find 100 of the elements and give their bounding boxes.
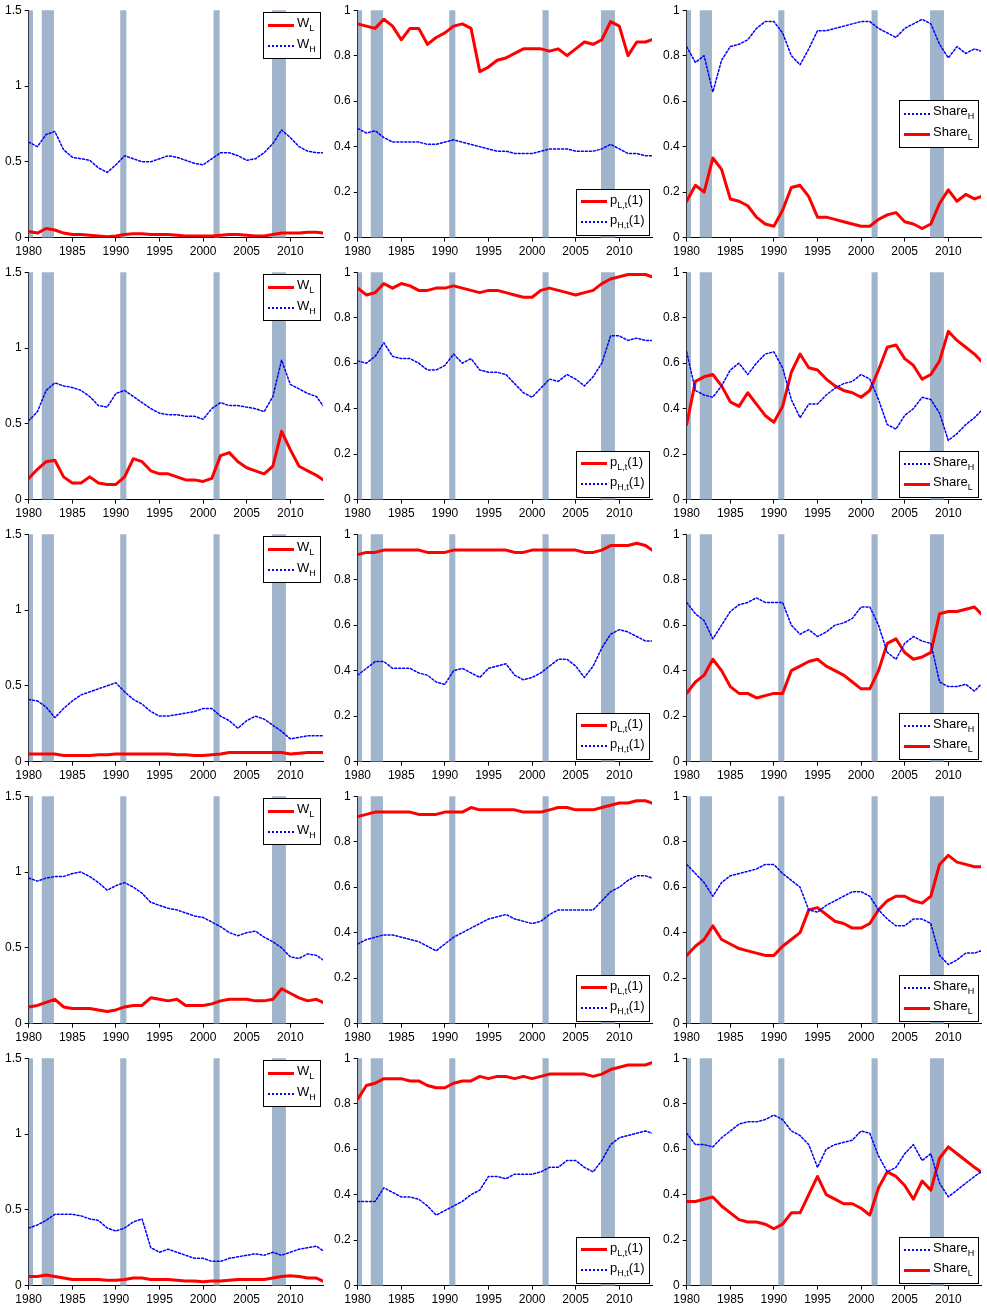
- y-tick-label: 0.2: [662, 184, 680, 199]
- x-tick-label: 2005: [233, 506, 261, 521]
- x-tick-label: 2010: [605, 1292, 633, 1307]
- y-tick-label: 0.8: [662, 833, 680, 848]
- y-tick-label: 0.5: [4, 678, 22, 693]
- legend-label: W$_{H}$: [297, 1083, 316, 1104]
- legend-label: Share$_{H}$: [933, 103, 975, 123]
- x-tick-label: 1985: [716, 506, 744, 521]
- y-tick-label: 0.6: [662, 1141, 680, 1156]
- y-tick-label: 0.8: [333, 571, 351, 586]
- x-tick-label: 2000: [518, 768, 546, 783]
- legend-label: Share$_{L}$: [933, 1260, 973, 1280]
- x-tick-label: 1990: [760, 244, 788, 259]
- y-tick-label: 0.4: [333, 924, 351, 939]
- legend-label: p$_{H,t}$(1): [610, 998, 645, 1018]
- legend-label: Share$_{L}$: [933, 474, 973, 494]
- line-series: [357, 875, 652, 952]
- legend-label: W$_{L}$: [297, 277, 315, 297]
- x-tick-label: 1990: [102, 506, 130, 521]
- y-tick-label: 0.8: [333, 833, 351, 848]
- y-tick-label: 0.2: [333, 184, 351, 199]
- line-series: [28, 682, 323, 740]
- x-tick-label: 1980: [673, 1292, 701, 1307]
- x-tick-label: 2005: [891, 1292, 919, 1307]
- x-tick-label: 1995: [475, 506, 503, 521]
- y-tick-label: 1: [343, 788, 351, 803]
- y-tick-label: 0.4: [662, 138, 680, 153]
- x-tick-label: 2000: [518, 244, 546, 259]
- y-tick-label: 1: [672, 1050, 680, 1065]
- y-tick-label: 1.5: [4, 788, 22, 803]
- y-tick-label: 0: [14, 1277, 22, 1292]
- x-tick-label: 1995: [804, 1030, 832, 1045]
- y-tick-label: 0.6: [662, 617, 680, 632]
- x-tick-label: 1985: [387, 244, 415, 259]
- x-tick-label: 1980: [15, 506, 43, 521]
- y-tick-label: 0.6: [333, 93, 351, 108]
- x-tick-label: 1990: [102, 1292, 130, 1307]
- x-tick-label: 1980: [344, 768, 372, 783]
- x-tick-label: 1995: [146, 244, 174, 259]
- x-tick-label: 1995: [475, 244, 503, 259]
- y-tick-label: 1.5: [4, 526, 22, 541]
- x-tick-label: 1985: [58, 244, 86, 259]
- line-series: [28, 1213, 323, 1263]
- x-tick-label: 1995: [146, 768, 174, 783]
- x-tick-label: 1985: [387, 768, 415, 783]
- y-tick-label: 0.2: [333, 970, 351, 985]
- x-tick-label: 2005: [233, 1292, 261, 1307]
- x-tick-label: 1980: [673, 506, 701, 521]
- y-tick-label: 0.4: [333, 138, 351, 153]
- x-tick-label: 2005: [233, 244, 261, 259]
- line-series: [357, 1130, 652, 1216]
- y-tick-label: 1: [672, 264, 680, 279]
- legend-label: p$_{L,t}$(1): [610, 453, 644, 474]
- x-tick-label: 1980: [15, 1292, 43, 1307]
- x-tick-label: 1980: [344, 1030, 372, 1045]
- y-tick-label: 0.2: [333, 446, 351, 461]
- x-tick-label: 2005: [562, 1030, 590, 1045]
- y-tick-label: 1: [14, 602, 22, 617]
- x-tick-label: 2005: [891, 1030, 919, 1045]
- x-tick-label: 1995: [804, 506, 832, 521]
- y-tick-label: 1: [672, 2, 680, 17]
- y-tick-label: 0.4: [662, 662, 680, 677]
- x-tick-label: 1980: [673, 244, 701, 259]
- y-tick-label: 1: [14, 1126, 22, 1141]
- y-tick-label: 1.5: [4, 1050, 22, 1065]
- x-tick-label: 2010: [934, 768, 962, 783]
- y-tick-label: 0.2: [662, 708, 680, 723]
- y-tick-label: 0: [672, 491, 680, 506]
- y-tick-label: 1: [343, 526, 351, 541]
- x-tick-label: 1990: [760, 506, 788, 521]
- y-tick-label: 0.4: [662, 1186, 680, 1201]
- x-tick-label: 2010: [605, 768, 633, 783]
- x-tick-label: 1990: [431, 1030, 459, 1045]
- x-tick-label: 2000: [518, 506, 546, 521]
- legend-label: Share$_{L}$: [933, 998, 973, 1018]
- legend-label: W$_{L}$: [297, 539, 315, 559]
- legend-label: Share$_{L}$: [933, 123, 973, 144]
- x-tick-label: 2000: [189, 506, 217, 521]
- legend-label: p$_{L,t}$(1): [610, 715, 644, 736]
- x-tick-label: 1985: [716, 1030, 744, 1045]
- x-tick-label: 1990: [431, 244, 459, 259]
- x-tick-label: 1995: [475, 768, 503, 783]
- x-tick-label: 1980: [15, 244, 43, 259]
- x-tick-label: 1990: [431, 1292, 459, 1307]
- x-tick-label: 1990: [431, 506, 459, 521]
- y-tick-label: 0: [672, 1015, 680, 1030]
- y-tick-label: 0: [14, 1015, 22, 1030]
- x-tick-label: 2010: [934, 506, 962, 521]
- x-tick-label: 1980: [344, 1292, 372, 1307]
- x-tick-label: 2010: [276, 506, 304, 521]
- line-series: [28, 129, 323, 174]
- x-tick-label: 2010: [605, 506, 633, 521]
- x-tick-label: 2000: [847, 768, 875, 783]
- legend-label: W$_{H}$: [297, 821, 316, 842]
- y-tick-label: 1: [14, 864, 22, 879]
- x-tick-label: 1990: [760, 768, 788, 783]
- x-tick-label: 1985: [58, 768, 86, 783]
- y-tick-label: 1: [672, 526, 680, 541]
- x-tick-label: 2000: [189, 768, 217, 783]
- x-tick-label: 2010: [276, 244, 304, 259]
